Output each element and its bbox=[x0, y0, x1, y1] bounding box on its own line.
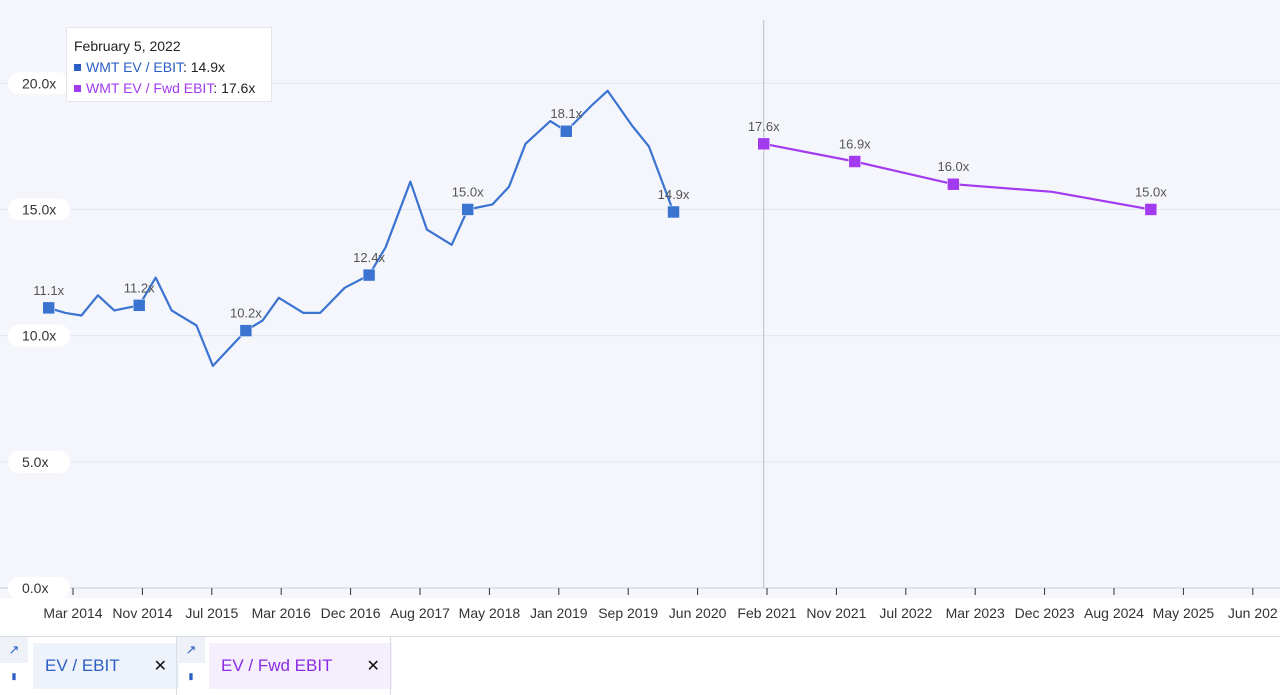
y-tick-bg bbox=[8, 577, 70, 599]
x-tick-label: Nov 2014 bbox=[112, 605, 172, 621]
data-label: 11.1x bbox=[33, 283, 64, 298]
data-label: 16.0x bbox=[937, 159, 969, 174]
tooltip-series-name: WMT EV / Fwd EBIT bbox=[86, 80, 214, 96]
x-tick-label: Mar 2016 bbox=[252, 605, 311, 621]
close-icon[interactable]: ✕ bbox=[153, 658, 168, 675]
data-point-marker[interactable] bbox=[362, 268, 376, 282]
data-label: 18.1x bbox=[550, 106, 582, 121]
x-tick-label: Jun 2020 bbox=[669, 605, 727, 621]
x-tick-label: May 2025 bbox=[1153, 605, 1215, 621]
series-pill-label: EV / EBIT bbox=[45, 656, 120, 675]
line-chart-icon[interactable]: ↗ bbox=[0, 637, 28, 663]
x-tick-label: Mar 2023 bbox=[946, 605, 1005, 621]
data-label: 10.2x bbox=[230, 306, 262, 321]
series-swatch-ev-ebit bbox=[74, 64, 81, 71]
series-pill-ev-fwd-ebit[interactable]: EV / Fwd EBIT ✕ bbox=[209, 643, 392, 689]
series-line-1[interactable] bbox=[763, 142, 1152, 211]
data-point-marker[interactable] bbox=[757, 137, 770, 151]
y-tick-bg bbox=[8, 198, 70, 221]
data-label: 12.4x bbox=[353, 250, 385, 265]
x-tick-label: Jul 2015 bbox=[185, 605, 238, 621]
series-toolbar: ↗ ▮ EV / EBIT ✕ ↗ ▮ EV / Fwd EBIT ✕ bbox=[0, 636, 1280, 695]
x-tick-label: Dec 2016 bbox=[321, 605, 381, 621]
tooltip-row-ev-fwd-ebit: WMT EV / Fwd EBIT: 17.6x bbox=[74, 78, 264, 99]
tooltip-series-name: WMT EV / EBIT bbox=[86, 59, 183, 75]
series-pill-ev-ebit[interactable]: EV / EBIT ✕ bbox=[33, 643, 180, 689]
chart-tooltip: February 5, 2022 WMT EV / EBIT: 14.9x WM… bbox=[66, 27, 272, 102]
divider bbox=[176, 637, 177, 695]
bar-chart-icon[interactable]: ▮ bbox=[188, 671, 194, 681]
close-icon[interactable]: ✕ bbox=[366, 658, 380, 675]
x-tick-label: Aug 2024 bbox=[1084, 605, 1144, 621]
tooltip-row-ev-ebit: WMT EV / EBIT: 14.9x bbox=[74, 57, 264, 78]
series-line-0[interactable] bbox=[48, 89, 675, 367]
y-tick-bg bbox=[8, 450, 70, 473]
chart-type-toggle-2[interactable]: ↗ ▮ bbox=[177, 637, 205, 695]
data-point-marker[interactable] bbox=[560, 124, 573, 138]
line-chart[interactable]: 0.0x 5.0x 10.0x 15.0x 20.0x Mar 2014 Nov 2014… bbox=[0, 0, 1280, 636]
divider bbox=[390, 637, 391, 695]
y-tick-label: 15.0x bbox=[22, 201, 56, 217]
tooltip-series-value: 14.9x bbox=[190, 59, 226, 75]
data-point-marker[interactable] bbox=[132, 299, 146, 312]
x-tick-label: Sep 2019 bbox=[598, 605, 658, 621]
x-tick-label: Feb 2021 bbox=[737, 605, 796, 621]
data-point-marker[interactable] bbox=[947, 177, 960, 191]
data-point-marker[interactable] bbox=[667, 205, 680, 219]
data-point-marker[interactable] bbox=[239, 324, 253, 337]
bar-chart-icon[interactable]: ▮ bbox=[11, 671, 17, 681]
y-tick-label: 5.0x bbox=[22, 454, 48, 470]
tooltip-date: February 5, 2022 bbox=[74, 38, 181, 54]
data-label: 17.6x bbox=[748, 119, 780, 134]
x-tick-label: Jun 202 bbox=[1228, 605, 1278, 621]
chart-type-toggle-1[interactable]: ↗ ▮ bbox=[0, 637, 28, 695]
data-point-marker[interactable] bbox=[461, 203, 474, 216]
data-label: 15.0x bbox=[452, 184, 484, 199]
y-tick-bg bbox=[8, 324, 70, 347]
x-tick-label: Aug 2017 bbox=[390, 605, 450, 621]
series-swatch-ev-fwd-ebit bbox=[74, 85, 81, 92]
x-tick-label: May 2018 bbox=[459, 605, 521, 621]
data-label: 11.2x bbox=[124, 280, 155, 295]
x-tick-label: Nov 2021 bbox=[806, 605, 866, 621]
data-point-marker[interactable] bbox=[42, 301, 55, 315]
data-label: 14.9x bbox=[658, 187, 690, 202]
x-tick-label: Mar 2014 bbox=[43, 605, 102, 621]
line-chart-icon[interactable]: ↗ bbox=[177, 637, 205, 663]
y-tick-label: 10.0x bbox=[22, 328, 56, 344]
x-tick-label: Jan 2019 bbox=[530, 605, 588, 621]
y-tick-bg bbox=[8, 72, 70, 95]
y-tick-label: 0.0x bbox=[22, 580, 48, 596]
data-label: 16.9x bbox=[839, 137, 871, 152]
series-pill-label: EV / Fwd EBIT bbox=[221, 656, 333, 675]
x-tick-label: Dec 2023 bbox=[1015, 605, 1075, 621]
tooltip-series-value: 17.6x bbox=[221, 80, 256, 96]
data-point-marker[interactable] bbox=[848, 155, 862, 168]
y-tick-label: 20.0x bbox=[22, 75, 56, 91]
x-tick-label: Jul 2022 bbox=[879, 605, 932, 621]
data-label: 15.0x bbox=[1135, 184, 1167, 199]
data-point-marker[interactable] bbox=[1144, 203, 1158, 216]
